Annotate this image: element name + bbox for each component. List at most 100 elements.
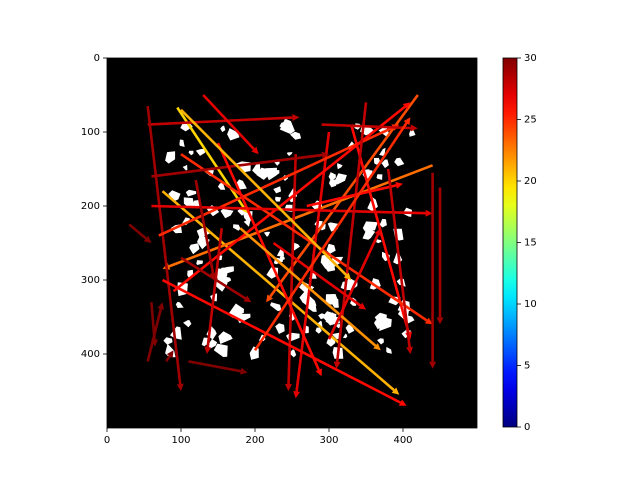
blob (362, 228, 376, 240)
colorbar-tick-label: 25 (524, 115, 537, 126)
arrow (306, 181, 403, 208)
arrow-head (333, 361, 341, 369)
x-tick-label: 100 (171, 435, 190, 446)
blob (331, 298, 339, 308)
arrow-head (285, 383, 293, 391)
arrow (429, 172, 437, 369)
blob (220, 208, 234, 219)
blob (234, 313, 251, 324)
arrow-shaft (272, 241, 362, 307)
arrow-head (424, 317, 433, 325)
blob (381, 159, 389, 169)
blob (163, 337, 173, 345)
arrows (128, 94, 444, 406)
arrow-shaft (180, 108, 348, 276)
blob (275, 323, 285, 334)
arrow-head (410, 124, 418, 132)
blob (189, 243, 200, 255)
blob (290, 131, 302, 140)
arrow-head (403, 117, 411, 125)
blob (379, 147, 386, 156)
arrow (151, 204, 433, 217)
arrow (188, 360, 248, 375)
blob (386, 346, 392, 354)
arrow-head (402, 102, 411, 110)
blob (315, 327, 322, 334)
arrow-head (251, 146, 259, 155)
arrow (180, 108, 352, 280)
colorbar-tick-label: 30 (524, 53, 537, 64)
arrow-shaft (180, 153, 428, 322)
blob (332, 332, 340, 340)
arrow-head (143, 235, 152, 243)
arrow (180, 153, 433, 325)
blob (292, 242, 300, 251)
arrow-shaft (202, 94, 255, 150)
blob (217, 182, 226, 190)
blob (165, 151, 176, 164)
blob (256, 167, 268, 180)
blob (182, 164, 188, 171)
arrow-shaft (165, 355, 171, 363)
blob (394, 157, 405, 167)
arrow-head (209, 272, 217, 280)
arrow-shaft (327, 233, 380, 340)
blob (183, 197, 195, 207)
arrow-shaft (146, 105, 182, 385)
arrow (333, 102, 368, 369)
arrow-head (240, 367, 248, 375)
arrow (128, 223, 152, 243)
arrow (146, 105, 184, 391)
arrow (253, 117, 411, 352)
arrow (204, 228, 223, 354)
blob (337, 163, 343, 170)
x-tick-label: 0 (104, 435, 110, 446)
blob (409, 130, 416, 137)
arrow-head (266, 294, 274, 303)
arrow-head (358, 302, 366, 310)
arrow (161, 190, 400, 395)
blob (252, 163, 261, 175)
blob (268, 169, 280, 179)
blob (299, 281, 315, 294)
arrow-head (292, 114, 300, 122)
blob (289, 349, 297, 358)
arrow-head (425, 209, 433, 217)
arrow-shaft (158, 126, 394, 237)
blob (217, 267, 229, 277)
blob (227, 128, 240, 141)
blob (185, 189, 197, 197)
blob (325, 264, 336, 272)
colorbar-tick-label: 5 (524, 361, 530, 372)
blob (377, 338, 384, 345)
arrow-shaft (161, 278, 402, 404)
arrow-shaft (194, 179, 215, 274)
arrow-head (315, 368, 322, 377)
arrow-shaft (216, 142, 320, 371)
blob (196, 260, 203, 265)
arrow-shaft (172, 105, 406, 293)
arrow-shaft (151, 204, 426, 215)
blob (275, 196, 282, 202)
blob (188, 150, 194, 156)
x-tick-label: 200 (245, 435, 264, 446)
arrow (161, 278, 407, 406)
blob (334, 173, 347, 185)
arrow-head (391, 387, 400, 395)
y-tick-label: 100 (81, 127, 100, 138)
arrow (327, 228, 382, 340)
arrow-head (343, 272, 352, 280)
blob (208, 339, 218, 349)
arrow-head (293, 391, 301, 399)
blob (286, 152, 293, 156)
y-tick-label: 300 (81, 275, 100, 286)
y-tick-label: 400 (81, 349, 100, 360)
arrow (386, 168, 414, 354)
arrow-shaft (335, 102, 368, 362)
arrow (165, 350, 174, 363)
colorbar-tick-label: 20 (524, 176, 537, 187)
blob (328, 172, 336, 182)
arrow-shaft (176, 106, 245, 209)
arrow (321, 123, 418, 132)
